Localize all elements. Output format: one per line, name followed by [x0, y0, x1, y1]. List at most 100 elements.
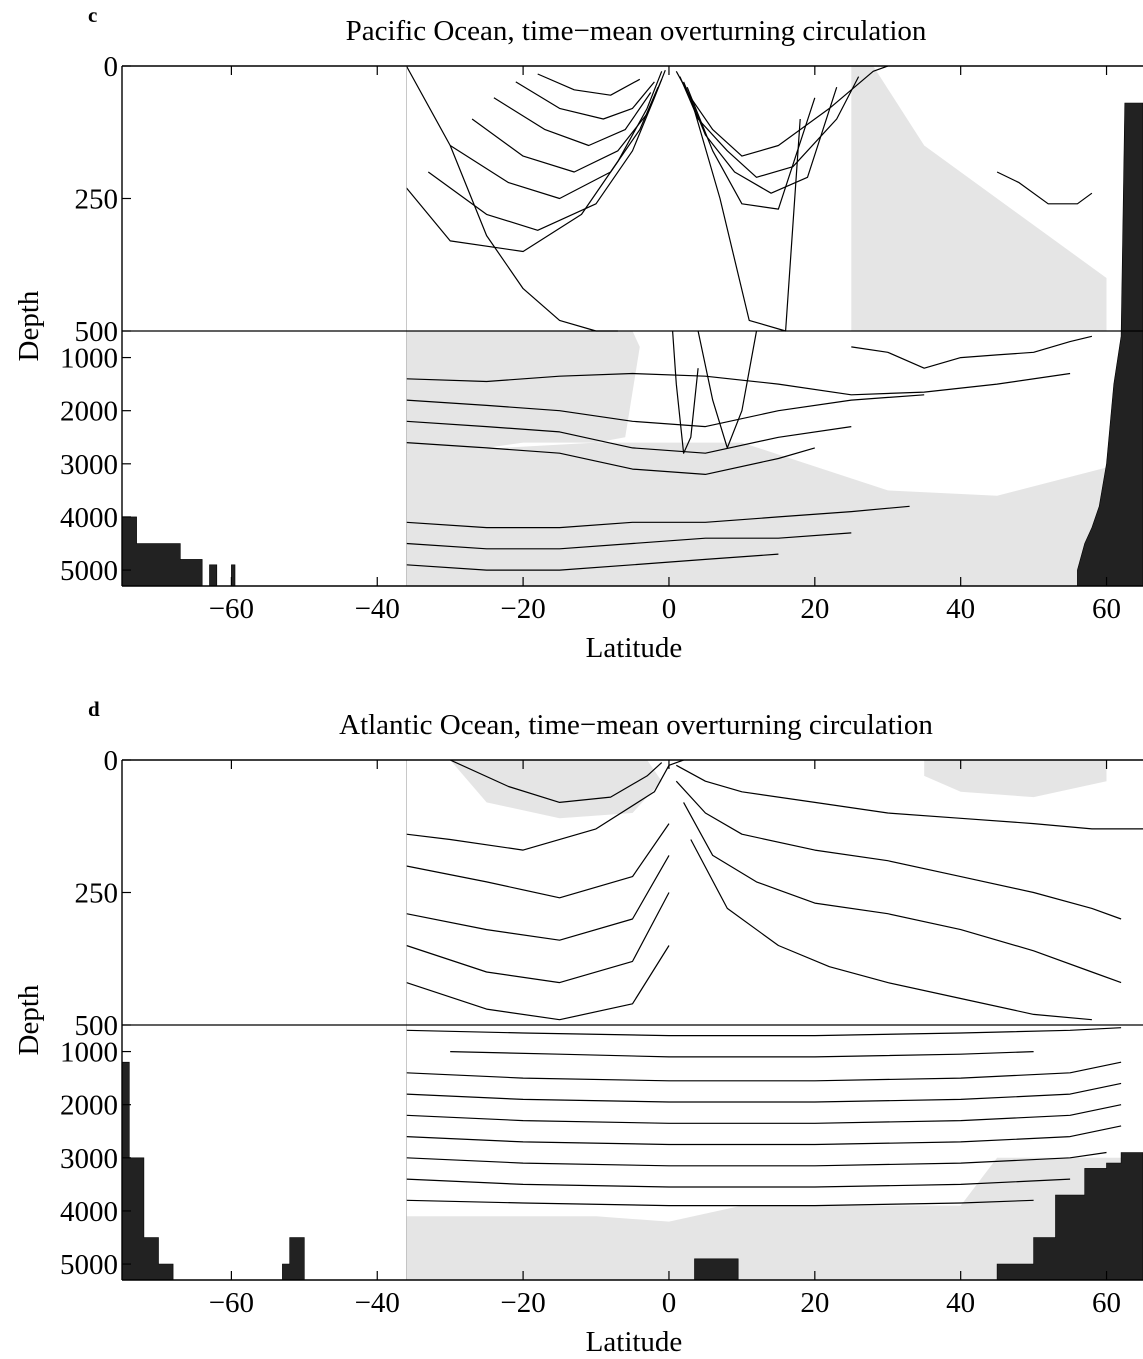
x-tick-label: −40	[355, 593, 400, 625]
x-tick-label: −20	[500, 1287, 545, 1319]
streamfunction-contour	[996, 171, 1093, 205]
x-tick-label: 20	[800, 1287, 829, 1319]
topography-block	[231, 564, 236, 586]
y-tick-label: 500	[75, 1010, 119, 1042]
streamfunction-contour	[537, 73, 641, 96]
x-tick-label: 40	[946, 593, 975, 625]
streamfunction-contour	[406, 823, 670, 899]
streamfunction-contour	[406, 1061, 1122, 1082]
streamfunction-contour	[686, 86, 816, 210]
streamfunction-contour	[683, 802, 1122, 984]
y-tick-label: 5000	[60, 1249, 118, 1281]
negative-cell-shading	[406, 1157, 1143, 1280]
chart-title-pacific: Pacific Ocean, time−mean overturning cir…	[346, 15, 927, 47]
topography-block	[122, 1061, 174, 1280]
streamfunction-contour	[427, 69, 666, 231]
streamfunction-contour	[675, 780, 1122, 920]
negative-cell-shading	[924, 760, 1107, 798]
streamfunction-contour	[683, 81, 838, 194]
streamfunction-contour	[676, 764, 1143, 830]
topography-block	[122, 516, 203, 586]
y-tick-label: 2000	[60, 396, 118, 428]
streamfunction-contour	[406, 532, 852, 550]
x-tick-label: 0	[662, 1287, 677, 1319]
x-tick-label: −20	[500, 593, 545, 625]
pacific-plot-area	[121, 65, 1143, 587]
x-tick-label: 40	[946, 1287, 975, 1319]
y-axis-title-atlantic: Depth	[13, 984, 45, 1055]
plot-content	[122, 66, 1143, 586]
x-tick-label: 20	[800, 593, 829, 625]
y-tick-label: 0	[104, 745, 119, 777]
streamfunction-contour	[471, 79, 663, 173]
x-tick-label: 60	[1092, 593, 1121, 625]
streamfunction-contour	[406, 1082, 1122, 1103]
x-axis-title-pacific: Latitude	[586, 632, 683, 664]
streamfunction-contour	[406, 855, 670, 941]
topography-block	[694, 1258, 739, 1280]
streamfunction-contour	[405, 66, 618, 332]
chart-title-atlantic: Atlantic Ocean, time−mean overturning ci…	[339, 709, 933, 741]
y-tick-label: 3000	[60, 1143, 118, 1175]
streamfunction-contour	[406, 372, 1071, 396]
streamfunction-contour	[672, 330, 699, 454]
panel-atlantic: d Atlantic Ocean, time−mean overturning …	[13, 697, 1143, 1358]
topography-block	[1077, 102, 1143, 586]
streamfunction-contour	[679, 76, 860, 178]
x-tick-label: 0	[662, 593, 677, 625]
panel-letter-d: d	[88, 697, 100, 721]
x-axis-title-atlantic: Latitude	[586, 1326, 683, 1358]
y-tick-label: 3000	[60, 449, 118, 481]
streamfunction-contour	[449, 86, 659, 200]
streamfunction-contour	[406, 394, 925, 428]
y-tick-label: 250	[75, 184, 119, 216]
streamfunction-contour	[406, 1178, 1071, 1188]
streamfunction-contour	[515, 81, 655, 120]
streamfunction-contour	[450, 1051, 1034, 1058]
streamfunction-contour	[406, 505, 910, 529]
streamfunction-contour	[690, 97, 801, 332]
y-tick-label: 5000	[60, 555, 118, 587]
plot-content	[122, 760, 1143, 1280]
panel-letter-c: c	[88, 3, 97, 27]
streamfunction-contour	[406, 1027, 1122, 1037]
y-tick-label: 0	[104, 51, 119, 83]
streamfunction-contour	[406, 1104, 1122, 1124]
streamfunction-contour	[406, 945, 670, 1021]
y-tick-label: 2000	[60, 1090, 118, 1122]
streamfunction-contour	[406, 420, 852, 454]
y-tick-label: 500	[75, 316, 119, 348]
y-tick-label: 4000	[60, 502, 118, 534]
topography-block	[282, 1237, 305, 1280]
topography-block	[209, 564, 218, 586]
x-tick-label: −40	[355, 1287, 400, 1319]
negative-cell-shading	[851, 66, 1107, 331]
y-axis-title-pacific: Depth	[13, 290, 45, 361]
streamfunction-contour	[851, 335, 1093, 369]
streamfunction-contour	[449, 760, 663, 804]
streamfunction-contour	[406, 892, 670, 984]
streamfunction-contour	[493, 92, 652, 147]
streamfunction-contour	[405, 71, 663, 253]
x-tick-label: 60	[1092, 1287, 1121, 1319]
y-tick-label: 1000	[60, 1037, 118, 1069]
streamfunction-contour	[690, 839, 1092, 1021]
topography-block	[996, 1152, 1143, 1280]
y-tick-label: 4000	[60, 1196, 118, 1228]
y-tick-label: 1000	[60, 343, 118, 375]
atlantic-plot-area	[121, 759, 1143, 1281]
streamfunction-contour	[406, 1151, 1107, 1167]
negative-cell-shading	[450, 760, 662, 819]
negative-cell-shading	[406, 66, 640, 454]
y-tick-label: 250	[75, 878, 119, 910]
streamfunction-contour	[406, 1125, 1122, 1146]
panel-pacific: c Pacific Ocean, time−mean overturning c…	[13, 3, 1143, 664]
x-tick-label: −60	[209, 593, 254, 625]
streamfunction-contour	[406, 1199, 1034, 1207]
streamfunction-contour	[697, 330, 758, 449]
streamfunction-contour	[406, 553, 779, 571]
streamfunction-contour	[406, 442, 815, 475]
